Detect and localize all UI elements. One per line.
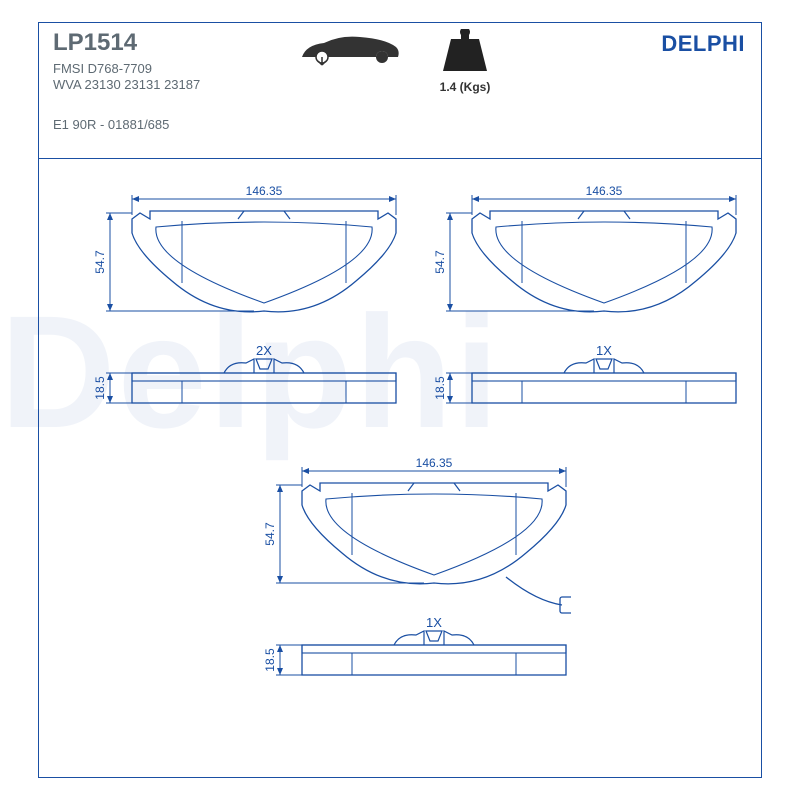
pad-view-front-left: 146.35 54.7 2X 18.5 (91, 185, 401, 460)
approval-code: E1 90R - 01881/685 (53, 117, 169, 132)
svg-text:1X: 1X (596, 343, 612, 358)
brand-logo: DELPHI (661, 31, 745, 57)
drawing-sheet: LP1514 FMSI D768-7709 WVA 23130 23131 23… (38, 22, 762, 778)
part-number: LP1514 (53, 29, 137, 57)
pad-view-front-bottom: 146.35 54.7 1X 18 (261, 457, 571, 732)
svg-text:54.7: 54.7 (263, 522, 277, 546)
weight-icon (439, 29, 491, 73)
header-block: LP1514 FMSI D768-7709 WVA 23130 23131 23… (39, 23, 761, 159)
weight-block: 1.4 (Kgs) (439, 29, 491, 94)
svg-text:18.5: 18.5 (93, 376, 107, 400)
weight-value: 1.4 (Kgs) (439, 80, 491, 94)
svg-text:1X: 1X (426, 615, 442, 630)
pad-view-front-right: 146.35 54.7 1X 18.5 (431, 185, 741, 460)
svg-text:54.7: 54.7 (93, 250, 107, 274)
svg-text:146.35: 146.35 (246, 185, 283, 198)
wva-code: WVA 23130 23131 23187 (53, 77, 200, 92)
svg-text:2X: 2X (256, 343, 272, 358)
front-axle-icon (294, 31, 404, 72)
diagram-area: 146.35 54.7 2X 18.5 (39, 159, 761, 777)
svg-text:146.35: 146.35 (586, 185, 623, 198)
svg-text:54.7: 54.7 (433, 250, 447, 274)
fmsi-code: FMSI D768-7709 (53, 61, 152, 76)
svg-text:18.5: 18.5 (263, 648, 277, 672)
svg-text:146.35: 146.35 (416, 457, 453, 470)
svg-text:18.5: 18.5 (433, 376, 447, 400)
